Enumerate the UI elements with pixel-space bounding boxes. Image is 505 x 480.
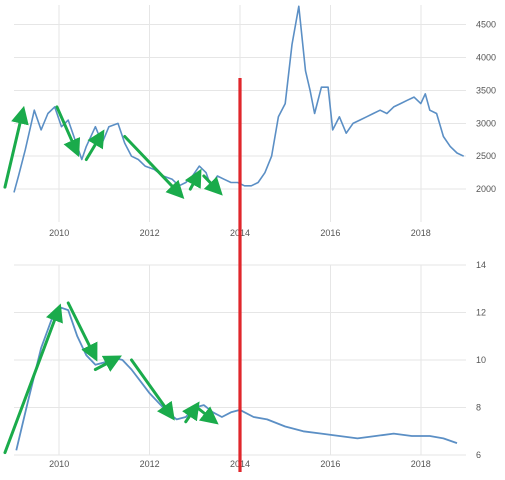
trend-arrow	[3, 105, 29, 189]
ratio-chart-panel: 6810121420102012201420162018	[3, 260, 486, 469]
x-tick-label: 2010	[49, 228, 69, 238]
y-tick-label: 3000	[476, 118, 496, 128]
y-tick-label: 6	[476, 450, 481, 460]
x-tick-label: 2012	[140, 459, 160, 469]
x-tick-label: 2016	[320, 228, 340, 238]
y-tick-label: 4000	[476, 53, 496, 63]
trend-arrow	[184, 168, 202, 191]
y-tick-label: 10	[476, 355, 486, 365]
x-tick-label: 2010	[49, 459, 69, 469]
trend-arrow	[93, 355, 122, 372]
x-tick-label: 2012	[140, 228, 160, 238]
x-tick-label: 2018	[411, 228, 431, 238]
trend-arrow	[195, 406, 219, 425]
trend-arrow	[84, 129, 105, 162]
trend-arrow	[66, 301, 98, 362]
trend-arrow	[182, 401, 200, 424]
y-tick-label: 14	[476, 260, 486, 270]
y-tick-label: 2000	[476, 184, 496, 194]
trend-arrow	[123, 135, 185, 199]
trend-arrow	[130, 358, 175, 421]
price-chart-panel: 2000250030003500400045002010201220142016…	[3, 5, 496, 238]
y-tick-label: 8	[476, 403, 481, 413]
y-tick-label: 3500	[476, 85, 496, 95]
x-tick-label: 2018	[411, 459, 431, 469]
y-tick-label: 12	[476, 308, 486, 318]
y-tick-label: 4500	[476, 20, 496, 30]
x-tick-label: 2016	[320, 459, 340, 469]
trend-arrow	[55, 105, 81, 158]
trend-arrow	[202, 174, 223, 196]
y-tick-label: 2500	[476, 151, 496, 161]
trend-arrow	[3, 303, 63, 455]
